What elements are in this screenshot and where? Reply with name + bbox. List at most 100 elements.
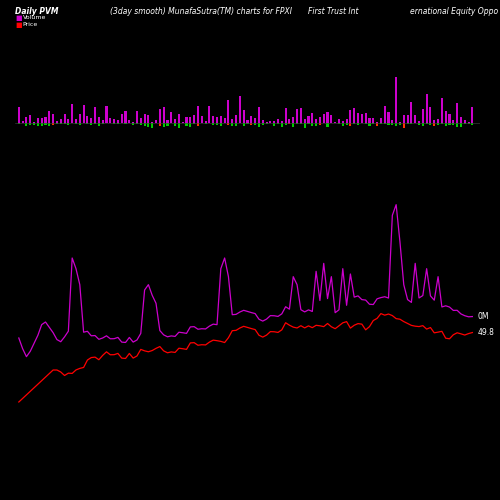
Bar [231, 123, 234, 126]
Bar [402, 116, 405, 123]
Bar [140, 118, 142, 123]
Bar [353, 108, 356, 123]
Bar [186, 123, 188, 126]
Bar [258, 123, 260, 127]
Bar [254, 118, 256, 123]
Bar [235, 123, 237, 126]
Text: 49.8: 49.8 [478, 328, 495, 337]
Bar [444, 111, 446, 123]
Text: ernational Equity Oppo: ernational Equity Oppo [410, 8, 498, 16]
Bar [200, 116, 203, 123]
Bar [388, 112, 390, 123]
Bar [208, 123, 210, 124]
Bar [166, 123, 168, 126]
Text: (3day smooth) MunafaSutra(TM) charts for FPXI: (3day smooth) MunafaSutra(TM) charts for… [110, 8, 292, 16]
Bar [178, 114, 180, 123]
Bar [94, 108, 96, 123]
Bar [56, 123, 58, 124]
Bar [342, 122, 344, 123]
Bar [75, 123, 77, 124]
Bar [384, 123, 386, 124]
Bar [117, 120, 119, 123]
Bar [410, 123, 412, 124]
Bar [464, 120, 466, 123]
Bar [433, 123, 436, 126]
Bar [86, 116, 88, 123]
Bar [228, 123, 230, 124]
Bar [78, 123, 81, 125]
Bar [170, 123, 172, 124]
Bar [410, 102, 412, 123]
Bar [452, 120, 454, 123]
Text: Price: Price [22, 22, 38, 26]
Bar [406, 115, 408, 123]
Bar [464, 123, 466, 124]
Bar [395, 123, 397, 126]
Bar [40, 118, 42, 123]
Bar [52, 123, 54, 126]
Bar [136, 123, 138, 124]
Bar [22, 123, 24, 124]
Bar [109, 118, 112, 123]
Bar [284, 108, 286, 123]
Bar [204, 123, 206, 124]
Bar [174, 118, 176, 123]
Bar [311, 123, 314, 126]
Text: Volume: Volume [22, 15, 46, 20]
Bar [220, 116, 222, 123]
Bar [414, 114, 416, 123]
Bar [26, 118, 28, 123]
Bar [392, 120, 394, 123]
Bar [468, 122, 469, 123]
Bar [418, 123, 420, 125]
Bar [311, 113, 314, 123]
Bar [300, 108, 302, 123]
Bar [242, 110, 244, 123]
Bar [18, 123, 20, 124]
Text: ■: ■ [15, 22, 22, 28]
Bar [273, 123, 275, 126]
Bar [460, 118, 462, 123]
Bar [472, 123, 474, 126]
Bar [22, 120, 24, 123]
Bar [224, 123, 226, 124]
Bar [78, 114, 81, 123]
Bar [319, 117, 321, 123]
Bar [117, 123, 119, 124]
Bar [37, 123, 39, 126]
Bar [71, 104, 73, 123]
Bar [162, 123, 164, 127]
Bar [441, 98, 443, 123]
Bar [86, 123, 88, 124]
Bar [228, 100, 230, 123]
Bar [262, 120, 264, 123]
Bar [102, 120, 103, 123]
Bar [106, 106, 108, 123]
Bar [44, 123, 46, 126]
Bar [338, 123, 340, 124]
Bar [37, 118, 39, 123]
Bar [124, 111, 126, 123]
Bar [437, 123, 439, 124]
Bar [151, 122, 154, 123]
Bar [361, 114, 363, 123]
Bar [284, 123, 286, 126]
Bar [170, 112, 172, 123]
Bar [281, 123, 283, 126]
Bar [270, 120, 272, 123]
Bar [368, 123, 370, 126]
Bar [166, 120, 168, 123]
Text: First Trust Int: First Trust Int [308, 8, 358, 16]
Bar [33, 123, 35, 124]
Bar [277, 120, 279, 123]
Bar [190, 117, 192, 123]
Bar [212, 116, 214, 123]
Bar [68, 123, 70, 125]
Bar [452, 123, 454, 126]
Bar [350, 110, 352, 123]
Bar [402, 123, 405, 128]
Bar [441, 123, 443, 124]
Bar [246, 120, 248, 123]
Bar [216, 123, 218, 124]
Bar [113, 123, 115, 124]
